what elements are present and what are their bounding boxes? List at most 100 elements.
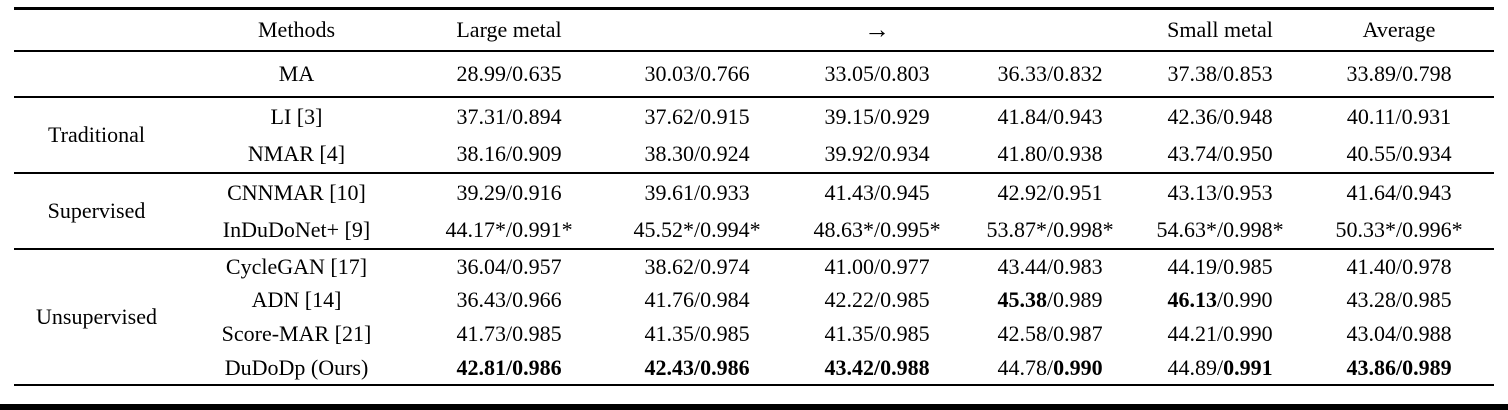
metric-cell: 37.62/0.915 bbox=[604, 97, 790, 135]
metric-cell: 43.42/0.988 bbox=[790, 351, 964, 385]
table-header-row: Methods Large metal → Small metal Averag… bbox=[14, 10, 1494, 51]
metric-cell: 42.92/0.951 bbox=[964, 173, 1136, 211]
metric-cell: 41.64/0.943 bbox=[1304, 173, 1494, 211]
psnr-value: 40.55/ bbox=[1346, 140, 1403, 166]
table-row: InDuDoNet+ [9] 44.17*/0.991* 45.52*/0.99… bbox=[14, 211, 1494, 249]
paper-table-page: { "table": { "header": { "methods_label"… bbox=[0, 7, 1508, 410]
metric-cell: 41.35/0.985 bbox=[790, 317, 964, 351]
metric-cell: 42.58/0.987 bbox=[964, 317, 1136, 351]
table-row: Supervised CNNMAR [10] 39.29/0.916 39.61… bbox=[14, 173, 1494, 224]
metric-cell: 38.30/0.924 bbox=[604, 135, 790, 173]
ssim-value: 0.986 bbox=[700, 354, 750, 380]
results-table-wrap: Methods Large metal → Small metal Averag… bbox=[14, 10, 1494, 386]
metric-cell: 53.87*/0.998* bbox=[964, 211, 1136, 249]
metric-cell: 44.89/0.991 bbox=[1136, 351, 1304, 385]
psnr-value: 39.92/ bbox=[824, 140, 881, 166]
psnr-value: 41.64/ bbox=[1346, 179, 1403, 205]
ssim-value: /0.990 bbox=[1216, 287, 1273, 312]
psnr-value: 48.63*/ bbox=[813, 216, 881, 242]
metric-cell: 30.03/0.766 bbox=[604, 51, 790, 97]
ssim-value: 0.978 bbox=[1402, 253, 1452, 279]
metric-cell: 44.19/0.985 bbox=[1136, 249, 1304, 283]
psnr-value: 33.89/ bbox=[1346, 61, 1403, 86]
metric-cell: 39.15/0.929 bbox=[790, 97, 964, 135]
psnr-value: 42.58/ bbox=[997, 321, 1054, 346]
psnr-value: 44.78/ bbox=[997, 354, 1054, 380]
column-header-average: Average bbox=[1362, 17, 1436, 42]
method-name: CNNMAR [10] bbox=[227, 179, 366, 205]
metric-cell: 43.74/0.950 bbox=[1136, 135, 1304, 173]
ssim-value: 0.991* bbox=[512, 216, 573, 242]
psnr-value: 41.35/ bbox=[644, 321, 701, 346]
psnr-value: 42.92/ bbox=[997, 179, 1054, 205]
ssim-value: 0.986 bbox=[512, 354, 562, 380]
ssim-value: 0.766 bbox=[700, 61, 750, 86]
psnr-value: 38.62/ bbox=[644, 253, 701, 279]
table-row: Unsupervised CycleGAN [17] 36.04/0.957 3… bbox=[14, 249, 1494, 330]
metric-cell: 43.86/0.989 bbox=[1304, 351, 1494, 385]
ssim-value: 0.951 bbox=[1053, 179, 1103, 205]
psnr-value: 40.11/ bbox=[1346, 103, 1402, 129]
ssim-value: 0.985 bbox=[1402, 287, 1452, 312]
method-name: CycleGAN [17] bbox=[225, 253, 368, 279]
results-table: Methods Large metal → Small metal Averag… bbox=[14, 10, 1494, 386]
psnr-value: 37.31/ bbox=[456, 103, 513, 129]
ssim-value: 0.987 bbox=[1053, 321, 1103, 346]
ssim-value: 0.996* bbox=[1402, 216, 1463, 242]
ssim-value: 0.943 bbox=[1402, 179, 1452, 205]
ssim-value: 0.985 bbox=[700, 321, 750, 346]
ssim-value: 0.934 bbox=[1402, 140, 1452, 166]
category-cell-empty bbox=[14, 51, 179, 97]
method-name: InDuDoNet+ [9] bbox=[222, 216, 371, 242]
ssim-value: 0.943 bbox=[1053, 103, 1103, 129]
metric-cell: 37.38/0.853 bbox=[1136, 51, 1304, 97]
ssim-value: 0.924 bbox=[700, 140, 750, 166]
metric-cell: 39.29/0.916 bbox=[414, 173, 604, 211]
metric-cell: 44.21/0.990 bbox=[1136, 317, 1304, 351]
ssim-value: 0.990 bbox=[1223, 321, 1273, 346]
ssim-value: 0.988 bbox=[1402, 321, 1452, 346]
metric-cell: 43.44/0.983 bbox=[964, 249, 1136, 283]
ssim-value: /0.989 bbox=[1046, 287, 1103, 312]
psnr-value: 43.28/ bbox=[1346, 287, 1403, 312]
metric-cell: 40.11/0.931 bbox=[1304, 97, 1494, 135]
metric-cell: 40.55/0.934 bbox=[1304, 135, 1494, 173]
header-section: Methods Large metal → Small metal Averag… bbox=[14, 10, 1494, 51]
psnr-value: 44.19/ bbox=[1167, 253, 1224, 279]
group-ma: MA 28.99/0.635 30.03/0.766 33.05/0.803 3… bbox=[14, 51, 1494, 97]
ssim-value: 0.977 bbox=[880, 253, 930, 279]
psnr-value: 43.74/ bbox=[1167, 140, 1224, 166]
ssim-value: 0.894 bbox=[512, 103, 562, 129]
psnr-value: 42.43/ bbox=[644, 354, 701, 380]
metric-cell: 43.04/0.988 bbox=[1304, 317, 1494, 351]
ssim-value: 0.998* bbox=[1053, 216, 1114, 242]
psnr-value: 41.43/ bbox=[824, 179, 881, 205]
category-label: Supervised bbox=[47, 198, 146, 223]
ssim-value: 0.989 bbox=[1402, 354, 1452, 380]
psnr-value: 37.62/ bbox=[644, 103, 701, 129]
ssim-value: 0.916 bbox=[512, 179, 562, 205]
ssim-value: 0.994* bbox=[700, 216, 761, 242]
ssim-value: 0.984 bbox=[700, 287, 750, 312]
psnr-value: 37.38/ bbox=[1167, 61, 1224, 86]
metric-cell: 42.22/0.985 bbox=[790, 283, 964, 317]
right-arrow-icon: → bbox=[864, 15, 890, 44]
group-supervised: Supervised CNNMAR [10] 39.29/0.916 39.61… bbox=[14, 173, 1494, 249]
metric-cell: 43.13/0.953 bbox=[1136, 173, 1304, 211]
psnr-value: 44.21/ bbox=[1167, 321, 1224, 346]
psnr-value: 41.76/ bbox=[644, 287, 701, 312]
ssim-value: 0.950 bbox=[1223, 140, 1273, 166]
psnr-value: 43.44/ bbox=[997, 253, 1054, 279]
table-row: DuDoDp (Ours) 42.81/0.986 42.43/0.986 43… bbox=[14, 351, 1494, 385]
psnr-value: 41.84/ bbox=[997, 103, 1054, 129]
table-row: NMAR [4] 38.16/0.909 38.30/0.924 39.92/0… bbox=[14, 135, 1494, 173]
ssim-value: 0.853 bbox=[1223, 61, 1273, 86]
psnr-value: 42.81/ bbox=[456, 354, 513, 380]
psnr-value: 45.38 bbox=[997, 287, 1047, 312]
table-row: ADN [14] 36.43/0.966 41.76/0.984 42.22/0… bbox=[14, 283, 1494, 317]
method-name: DuDoDp (Ours) bbox=[224, 354, 369, 380]
psnr-value: 33.05/ bbox=[824, 61, 881, 86]
group-traditional: Traditional LI [3] 37.31/0.894 37.62/0.9… bbox=[14, 97, 1494, 173]
ssim-value: 0.991 bbox=[1223, 354, 1273, 380]
metric-cell: 42.43/0.986 bbox=[604, 351, 790, 385]
